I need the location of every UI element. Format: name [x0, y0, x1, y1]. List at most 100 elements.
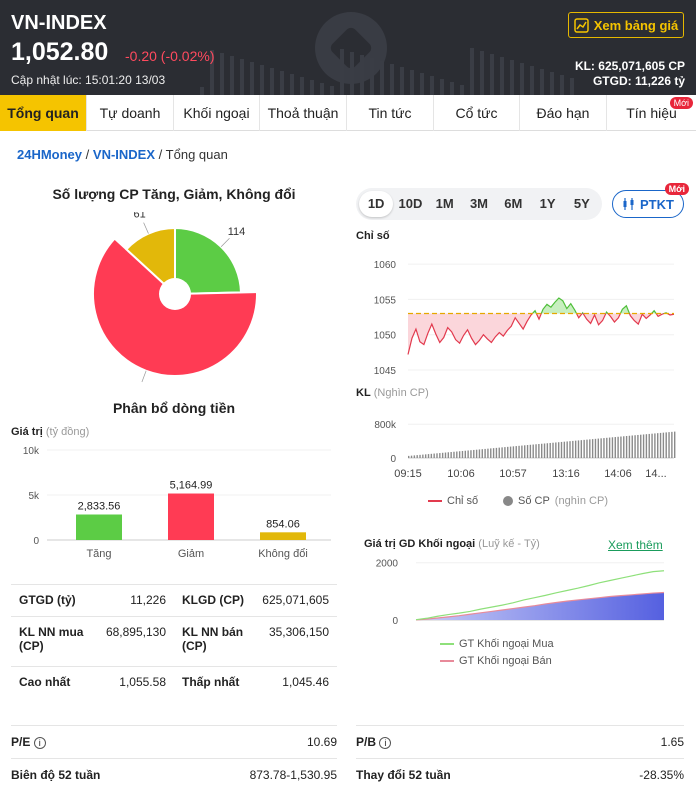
- view-price-board-button[interactable]: Xem bảng giá: [568, 12, 684, 38]
- period-10d[interactable]: 10D: [398, 196, 423, 211]
- legend-index[interactable]: Chỉ số: [428, 495, 478, 507]
- decor-bar: [280, 71, 284, 95]
- volume-bar: [560, 441, 563, 458]
- volume-bar: [456, 451, 458, 458]
- period-1m[interactable]: 1M: [435, 196, 454, 211]
- range-52w-label: Biên độ 52 tuần: [11, 768, 101, 782]
- volume-bar: [671, 431, 673, 458]
- decor-bar: [550, 72, 554, 95]
- stat-high: Cao nhất 1,055.58: [11, 667, 174, 700]
- info-icon[interactable]: i: [379, 737, 392, 749]
- decor-bar: [240, 59, 244, 95]
- change-52w-row: Thay đổi 52 tuần -28.35%: [356, 758, 684, 782]
- legend-line-swatch: [440, 643, 454, 645]
- breadcrumb-home-link[interactable]: 24HMoney: [17, 147, 83, 162]
- foreign-title: Giá trị GD Khối ngoại: [364, 538, 476, 550]
- breadcrumb-index-link[interactable]: VN-INDEX: [92, 147, 156, 162]
- volume-bar: [526, 445, 529, 458]
- decor-bar: [220, 53, 224, 95]
- volume-bar: [603, 438, 605, 458]
- breadcrumb-separator: /: [158, 147, 163, 162]
- decor-bar: [410, 70, 414, 95]
- technical-analysis-label: PTKT: [640, 196, 674, 212]
- flow-bar: [168, 493, 214, 540]
- decor-bar: [290, 74, 294, 95]
- see-more-link[interactable]: Xem thêm: [608, 538, 663, 552]
- legend-foreign-sell[interactable]: GT Khối ngoại Bán: [440, 655, 552, 667]
- legend-unit: (nghìn CP): [554, 495, 608, 507]
- stat-value: 11,226: [130, 593, 166, 607]
- info-icon[interactable]: i: [33, 737, 46, 749]
- breadcrumb: 24HMoney / VN-INDEX / Tổng quan: [17, 147, 228, 162]
- volume-bar: [475, 449, 478, 458]
- tab-news[interactable]: Tin tức: [347, 95, 434, 131]
- volume-bar: [478, 449, 481, 458]
- period-3m[interactable]: 3M: [469, 196, 489, 211]
- volume-bar: [640, 434, 642, 458]
- period-1d[interactable]: 1D: [359, 191, 394, 217]
- decor-bar: [440, 79, 444, 95]
- stat-gtgd: GTGD (tỷ) 11,226: [11, 585, 174, 616]
- header: VN-INDEX 1,052.80 -0.20 (-0.02%) Cập nhậ…: [0, 0, 696, 95]
- decor-bar: [530, 66, 534, 95]
- volume-bar: [580, 440, 583, 458]
- period-6m[interactable]: 6M: [504, 196, 523, 211]
- tab-label: Tổng quan: [7, 105, 79, 121]
- decor-bar: [480, 51, 484, 95]
- technical-analysis-button[interactable]: PTKT Mới: [612, 183, 689, 218]
- foreign-sell-area: [416, 592, 664, 620]
- volume-bar: [535, 444, 537, 458]
- stat-low: Thấp nhất 1,045.46: [174, 667, 337, 700]
- tab-dividends[interactable]: Cổ tức: [434, 95, 520, 131]
- money-flow-chart: 10k 5k 0 2,833.56 Tăng 5,164.99 Giảm 854.06 Khôn…: [23, 446, 331, 560]
- period-5y[interactable]: 5Y: [573, 196, 590, 211]
- volume-bar: [606, 437, 608, 458]
- stat-label: Cao nhất: [19, 675, 71, 689]
- stat-value: 625,071,605: [262, 593, 329, 607]
- decor-bar: [320, 83, 324, 95]
- volume-bar: [450, 452, 452, 458]
- foreign-unit: (Luỹ kế - Tỷ): [478, 538, 540, 550]
- legend-volume[interactable]: Số CP (nghìn CP): [503, 495, 608, 507]
- tab-negotiated[interactable]: Thoả thuận: [260, 95, 347, 131]
- tab-proprietary[interactable]: Tự doanh: [87, 95, 174, 131]
- flow-y-tick: 5k: [28, 491, 40, 502]
- decor-bar: [310, 80, 314, 95]
- stat-value: 68,895,130: [105, 625, 166, 639]
- flow-y-tick: 0: [33, 536, 39, 547]
- volume-bar: [410, 455, 413, 458]
- period-1y[interactable]: 1Y: [539, 196, 556, 211]
- index-change: -0.20 (-0.02%): [125, 48, 215, 64]
- volume-bar: [611, 437, 614, 458]
- flow-axis-unit: (tỷ đồng): [45, 426, 90, 438]
- legend-label: Số CP: [518, 495, 550, 507]
- volume-bar: [473, 449, 475, 458]
- stat-label: Thấp nhất: [182, 675, 240, 689]
- breadcrumb-separator: /: [85, 147, 90, 162]
- view-price-board-label: Xem bảng giá: [593, 17, 679, 33]
- volume-bar: [444, 452, 447, 458]
- volume-x-tick: 14...: [645, 468, 666, 480]
- decor-bar: [460, 85, 464, 95]
- stats-row: GTGD (tỷ) 11,226 KLGD (CP) 625,071,605: [11, 584, 337, 616]
- stat-label: KL NN bán (CP): [182, 625, 244, 653]
- tab-signals[interactable]: Tín hiệu Mới: [607, 95, 696, 131]
- tab-overview[interactable]: Tổng quan: [0, 95, 87, 131]
- decor-bar: [380, 61, 384, 95]
- pb-value: 1.65: [660, 735, 684, 749]
- legend-foreign-buy[interactable]: GT Khối ngoại Mua: [440, 638, 554, 650]
- foreign-y-tick: 2000: [376, 559, 399, 570]
- volume-bar: [577, 440, 580, 458]
- main-tabs: Tổng quan Tự doanh Khối ngoại Thoả thuận…: [0, 95, 696, 131]
- tab-maturity[interactable]: Đáo hạn: [520, 95, 607, 131]
- intraday-index-chart: 1060 1055 1050 1045: [374, 260, 675, 375]
- volume-bar: [436, 453, 438, 458]
- pie-chart-title: Số lượng CP Tăng, Giảm, Không đổi: [52, 186, 296, 202]
- volume-bar: [549, 442, 551, 458]
- volume-bar: [600, 438, 602, 458]
- money-flow-title: Phân bổ dòng tiền: [112, 400, 236, 416]
- index-y-tick: 1055: [374, 295, 397, 306]
- tab-foreign[interactable]: Khối ngoại: [174, 95, 260, 131]
- pb-row: P/B i 1.65: [356, 725, 684, 749]
- flow-bar-value: 854.06: [266, 518, 300, 530]
